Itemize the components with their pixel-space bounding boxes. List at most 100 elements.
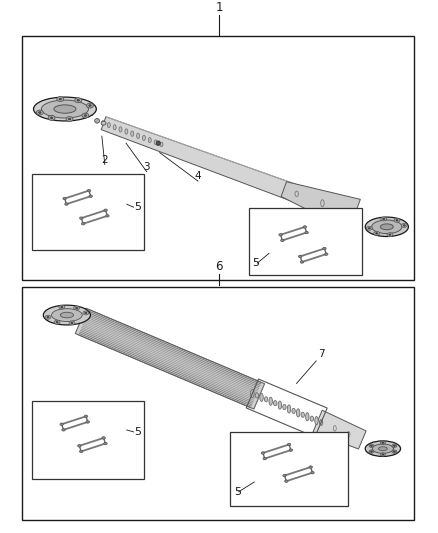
Ellipse shape — [95, 119, 99, 123]
Ellipse shape — [48, 115, 55, 120]
Ellipse shape — [78, 445, 81, 447]
Text: 3: 3 — [143, 161, 150, 172]
Ellipse shape — [380, 224, 393, 230]
Ellipse shape — [261, 452, 265, 454]
Text: 6: 6 — [215, 260, 223, 273]
Ellipse shape — [66, 117, 73, 122]
Ellipse shape — [102, 437, 106, 439]
Ellipse shape — [39, 111, 41, 114]
Ellipse shape — [89, 104, 91, 107]
Polygon shape — [313, 410, 366, 449]
Polygon shape — [75, 308, 265, 409]
Ellipse shape — [401, 223, 407, 228]
Ellipse shape — [156, 141, 160, 146]
Ellipse shape — [68, 118, 71, 120]
Ellipse shape — [315, 416, 318, 425]
Ellipse shape — [56, 321, 58, 323]
Ellipse shape — [365, 441, 401, 456]
Ellipse shape — [75, 98, 82, 103]
Ellipse shape — [281, 239, 284, 241]
Ellipse shape — [137, 133, 140, 139]
Ellipse shape — [311, 472, 314, 474]
Ellipse shape — [57, 96, 64, 101]
Text: 7: 7 — [318, 349, 325, 359]
Ellipse shape — [83, 311, 89, 315]
Ellipse shape — [278, 401, 282, 409]
Ellipse shape — [265, 397, 268, 402]
Ellipse shape — [287, 405, 291, 413]
Ellipse shape — [323, 247, 326, 250]
Ellipse shape — [300, 261, 304, 263]
Ellipse shape — [76, 307, 78, 309]
Ellipse shape — [325, 253, 328, 255]
Ellipse shape — [298, 255, 302, 257]
Ellipse shape — [81, 222, 85, 225]
Ellipse shape — [382, 442, 384, 443]
Ellipse shape — [41, 100, 88, 118]
Ellipse shape — [289, 449, 293, 451]
Bar — [84, 103, 92, 115]
Bar — [32, 174, 145, 251]
Ellipse shape — [381, 453, 385, 456]
Ellipse shape — [392, 450, 397, 453]
Ellipse shape — [292, 408, 295, 414]
Ellipse shape — [283, 405, 286, 409]
Ellipse shape — [62, 429, 65, 431]
Polygon shape — [281, 182, 360, 231]
Ellipse shape — [95, 119, 99, 123]
Ellipse shape — [52, 309, 82, 321]
Ellipse shape — [63, 197, 66, 200]
Ellipse shape — [45, 315, 51, 319]
Ellipse shape — [101, 121, 106, 125]
Ellipse shape — [79, 450, 83, 453]
Polygon shape — [101, 117, 309, 206]
Ellipse shape — [283, 474, 286, 477]
Ellipse shape — [104, 209, 107, 212]
Ellipse shape — [335, 205, 343, 213]
Ellipse shape — [113, 125, 116, 130]
Ellipse shape — [251, 390, 254, 398]
Ellipse shape — [154, 140, 157, 144]
Ellipse shape — [305, 231, 308, 234]
Ellipse shape — [131, 131, 134, 136]
Ellipse shape — [85, 312, 87, 313]
Bar — [249, 208, 362, 275]
Ellipse shape — [381, 217, 387, 221]
Ellipse shape — [285, 480, 288, 482]
Ellipse shape — [371, 451, 372, 452]
Ellipse shape — [60, 423, 64, 425]
Ellipse shape — [60, 312, 74, 318]
Ellipse shape — [389, 234, 391, 236]
Ellipse shape — [107, 123, 110, 127]
Ellipse shape — [71, 322, 73, 324]
Ellipse shape — [387, 233, 393, 237]
Ellipse shape — [287, 443, 291, 446]
Ellipse shape — [396, 220, 398, 221]
Ellipse shape — [89, 195, 92, 197]
Text: 5: 5 — [134, 427, 141, 437]
Ellipse shape — [77, 99, 79, 101]
Ellipse shape — [302, 194, 310, 200]
Text: 5: 5 — [134, 202, 141, 212]
Ellipse shape — [368, 228, 371, 229]
Ellipse shape — [279, 233, 282, 236]
Ellipse shape — [59, 98, 61, 100]
Ellipse shape — [102, 120, 104, 125]
Ellipse shape — [309, 466, 312, 469]
Ellipse shape — [61, 306, 63, 308]
Ellipse shape — [394, 219, 400, 222]
Ellipse shape — [148, 138, 151, 142]
Ellipse shape — [392, 444, 397, 448]
Ellipse shape — [104, 442, 107, 445]
Ellipse shape — [69, 321, 75, 325]
Ellipse shape — [119, 127, 122, 132]
Ellipse shape — [80, 217, 83, 220]
Ellipse shape — [263, 457, 266, 460]
Ellipse shape — [306, 413, 309, 421]
Ellipse shape — [381, 441, 385, 445]
Ellipse shape — [50, 117, 53, 119]
Bar — [22, 36, 414, 280]
Ellipse shape — [372, 444, 393, 454]
Ellipse shape — [303, 225, 307, 228]
Text: 2: 2 — [102, 155, 108, 165]
